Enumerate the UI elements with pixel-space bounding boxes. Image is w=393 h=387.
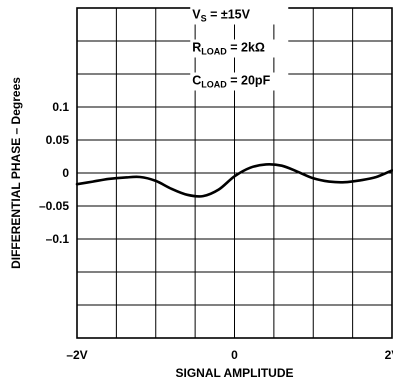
condition-label: VS = ±15V <box>192 8 250 24</box>
conditions-box: VS = ±15V RLOAD = 2kΩ CLOAD = 20pF <box>190 6 289 91</box>
y-tick-label: 0.05 <box>46 133 70 147</box>
condition-backdrop <box>190 39 289 58</box>
y-tick-label: –0.05 <box>39 199 69 213</box>
y-tick-labels: 0.1 0.05 0 –0.05 –0.1 <box>39 100 69 246</box>
y-tick-label: 0 <box>62 166 69 180</box>
condition-label: RLOAD = 2kΩ <box>192 41 265 57</box>
x-tick-label: –2V <box>66 348 87 362</box>
grid <box>77 8 392 338</box>
x-tick-label: 0 <box>231 348 238 362</box>
x-tick-label: 2V <box>385 348 393 362</box>
y-tick-label: 0.1 <box>52 100 69 114</box>
series-line <box>75 163 393 198</box>
y-tick-label: –0.1 <box>46 232 70 246</box>
curve-layer <box>75 163 393 198</box>
condition-backdrop <box>190 72 289 91</box>
y-axis-title: DIFFERENTIAL PHASE – Degrees <box>9 77 23 269</box>
condition-backdrop <box>190 6 289 25</box>
x-tick-labels: –2V 0 2V <box>66 348 393 362</box>
condition-label: CLOAD = 20pF <box>192 74 270 90</box>
x-axis-title: SIGNAL AMPLITUDE <box>175 366 293 380</box>
